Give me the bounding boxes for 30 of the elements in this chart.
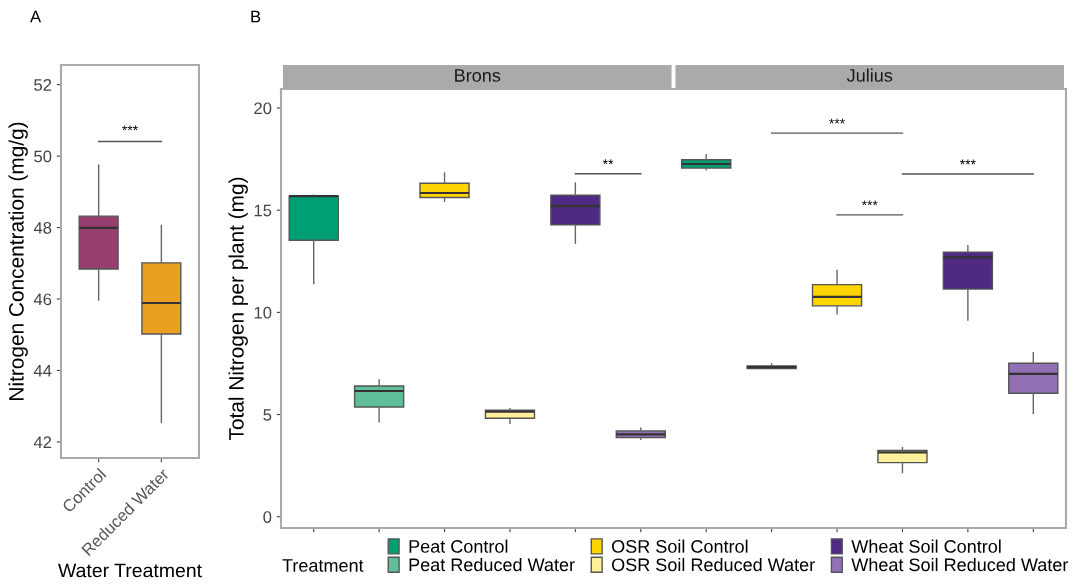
annotation: **: [602, 159, 614, 165]
y-tick-label: 50: [34, 150, 52, 163]
annotation: ***: [861, 200, 878, 206]
annotation: ***: [829, 118, 845, 124]
y-tick-label: 0: [263, 511, 272, 523]
legend-label: Wheat Soil Reduced Water: [851, 557, 1069, 572]
legend-title: Treatment: [282, 559, 364, 572]
annotation: ***: [122, 125, 138, 131]
text: A: [30, 10, 42, 23]
y-axis-title: Total Nitrogen per plant (mg): [228, 177, 248, 441]
text: B: [251, 10, 261, 23]
text: Brons: [455, 69, 501, 82]
y-tick-label: 46: [33, 293, 52, 306]
y-tick-label: 52: [34, 79, 52, 91]
legend-label: OSR Soil Reduced Water: [611, 557, 815, 572]
text: Julius: [846, 68, 893, 82]
y-tick-label: 5: [263, 409, 272, 421]
x-axis-title: Water Treatment: [58, 563, 202, 578]
annotation: ***: [959, 159, 976, 165]
y-tick-label: 15: [254, 204, 272, 217]
y-tick-label: 20: [254, 102, 272, 115]
y-tick-label: 10: [254, 306, 272, 319]
y-tick-label: 42: [33, 436, 52, 448]
legend-label: Peat Control: [409, 539, 508, 553]
legend-label: OSR Soil Control: [611, 539, 748, 553]
legend-label: Wheat Soil Control: [851, 539, 1001, 553]
y-tick-label: 44: [33, 365, 52, 377]
legend-label: Peat Reduced Water: [409, 557, 575, 572]
y-axis-title: Nitrogen Concentration (mg/g): [8, 122, 28, 400]
y-tick-label: 48: [33, 221, 52, 234]
